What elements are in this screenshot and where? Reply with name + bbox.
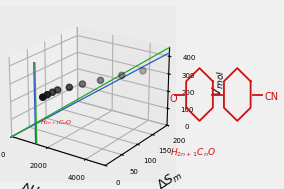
Text: O: O — [170, 94, 177, 104]
Text: $H_{2n+1}C_nO$: $H_{2n+1}C_nO$ — [170, 147, 216, 159]
Y-axis label: $\Delta S_m$: $\Delta S_m$ — [154, 167, 185, 189]
Text: CN: CN — [264, 92, 278, 102]
X-axis label: $\Delta H_m$: $\Delta H_m$ — [18, 180, 49, 189]
